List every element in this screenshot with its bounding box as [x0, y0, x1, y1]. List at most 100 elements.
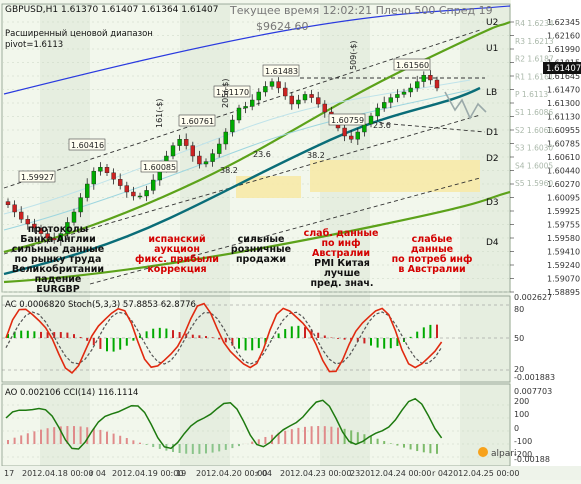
ao-bar [291, 429, 293, 444]
ac-bar [291, 326, 293, 338]
time-axis-label: 2012.04.19 00:00 [112, 469, 183, 478]
cci-axis-label: -0.00188 [514, 455, 550, 464]
candle [316, 98, 320, 104]
candle [263, 86, 267, 92]
ao-bar [159, 444, 161, 449]
ao-bar [297, 428, 299, 444]
candle [85, 184, 89, 198]
candle [105, 167, 109, 173]
ac-bar [152, 329, 154, 338]
candle [343, 128, 347, 136]
symbol-header: GBPUSD,H1 1.61370 1.61407 1.61364 1.6140… [5, 5, 218, 15]
ao-bar [27, 433, 29, 444]
price-axis-label: 1.59240 [547, 261, 580, 270]
candle [395, 94, 399, 97]
ac-bar [192, 335, 194, 338]
stoch-axis-label: 80 [514, 305, 524, 314]
level-marker: D3 [486, 198, 499, 208]
candle [290, 96, 294, 104]
candle [224, 132, 228, 144]
fib-label: 38.2 [307, 151, 325, 160]
ac-bar [344, 338, 346, 340]
candle [389, 98, 393, 103]
cci-axis-label: 200 [514, 397, 529, 406]
candle [6, 202, 10, 205]
ac-bar [172, 330, 174, 338]
time-axis-label: 2012.04.25 00:00 [448, 469, 519, 478]
ao-bar [139, 443, 141, 444]
stoch-axis-label: 0.002627 [514, 293, 552, 302]
ac-bar [159, 328, 161, 338]
ao-bar [53, 427, 55, 444]
ac-bar [20, 331, 22, 338]
ac-bar [80, 337, 82, 338]
ac-bar [317, 333, 319, 338]
candle [283, 88, 287, 96]
cci-axis-label: 0 [514, 424, 519, 433]
candle [112, 173, 116, 179]
candle [237, 108, 241, 120]
time-axis-label: 17 [4, 469, 14, 478]
ac-bar [297, 326, 299, 338]
ac-bar [251, 338, 253, 350]
support-zone [236, 176, 301, 198]
candle [303, 94, 307, 100]
time-axis-label: r 04 [432, 469, 448, 478]
time-axis-label: r 04 [256, 469, 272, 478]
ac-bar [119, 338, 121, 350]
candle [409, 88, 413, 92]
candle [270, 82, 274, 87]
ac-bar [212, 337, 214, 338]
ac-bar [66, 333, 68, 338]
candle [402, 92, 406, 94]
ac-bar [278, 333, 280, 338]
pivot-level-label: R3 1.6213 [515, 37, 554, 46]
ao-bar [370, 436, 372, 444]
support-zone [310, 160, 480, 192]
ac-bar [245, 338, 247, 350]
price-tag: 1.61483 [265, 67, 298, 76]
range-note: pivot=1.6113 [5, 40, 63, 50]
ao-bar [126, 438, 128, 444]
cci-axis-label: 0.007703 [514, 387, 552, 396]
ao-bar [258, 439, 260, 444]
ao-bar [86, 427, 88, 444]
candle [435, 80, 439, 88]
ac-bar [205, 336, 207, 338]
ao-bar [192, 444, 194, 454]
ac-bar [238, 338, 240, 349]
ao-bar [429, 444, 431, 453]
candle [197, 156, 201, 164]
ac-bar [165, 329, 167, 338]
candle [244, 106, 248, 108]
ao-bar [47, 428, 49, 444]
price-tag: 1.60416 [71, 141, 104, 150]
ac-bar [198, 335, 200, 338]
alpari-logo-mark [478, 447, 488, 457]
candle [428, 75, 432, 80]
price-tag: 1.59927 [21, 173, 54, 182]
channel-label: 205(-$) [221, 79, 230, 109]
candle [217, 144, 221, 154]
ao-bar [14, 438, 16, 444]
candle [422, 75, 426, 81]
ac-bar [146, 331, 148, 338]
ac-bar [383, 338, 385, 349]
ac-bar [218, 338, 220, 339]
ao-bar [212, 444, 214, 453]
level-marker: D2 [486, 154, 499, 164]
candle [184, 139, 188, 145]
candle [310, 94, 314, 97]
candle [131, 192, 135, 196]
range-note: Расширенный ценовой диапазон [5, 29, 153, 39]
ao-bar [40, 430, 42, 444]
candle [349, 136, 353, 139]
candle [98, 167, 102, 171]
ac-bar [132, 338, 134, 341]
price-axis-label: 1.59410 [547, 248, 580, 257]
candle [125, 186, 129, 192]
candle [211, 154, 215, 162]
